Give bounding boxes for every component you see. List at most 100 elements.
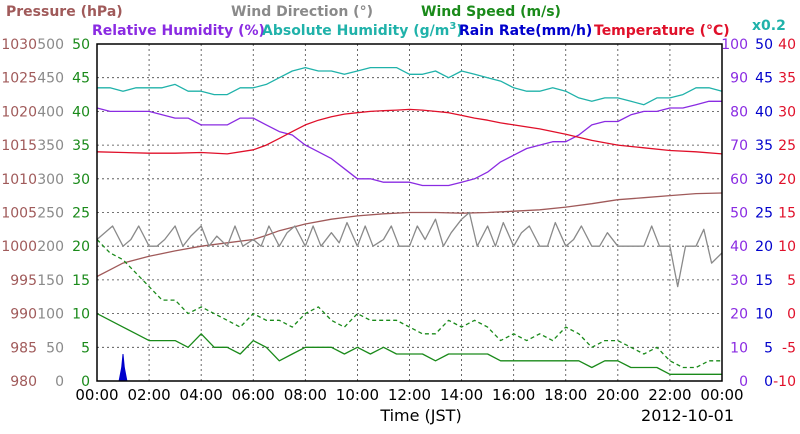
y-tick-pressure: 980: [10, 374, 37, 390]
x-tick: 14:00: [440, 386, 483, 404]
y-tick-temperature: 30: [778, 104, 796, 120]
header-temperature: Temperature (°C): [594, 23, 730, 39]
y-tick-rain-rate: 5: [764, 340, 773, 356]
y-tick-rain-rate: 40: [755, 104, 773, 120]
y-tick-rain-rate: 0: [764, 374, 773, 390]
y-tick-wind-direction: 350: [37, 138, 64, 154]
y-axes: 1030102510201015101010051000995990985980…: [1, 37, 796, 390]
y-tick-rain-rate: 20: [755, 239, 773, 255]
y-tick-wind-direction: 0: [55, 374, 64, 390]
y-tick-relative-humidity: 0: [739, 374, 748, 390]
series-layer: [96, 66, 723, 382]
wind-speed-m-s-mean-series: [96, 313, 722, 375]
x-tick: 02:00: [127, 386, 170, 404]
y-tick-rain-rate: 35: [755, 138, 773, 154]
y-tick-pressure: 1005: [1, 206, 37, 222]
y-tick-wind-speed: 50: [72, 37, 90, 53]
y-tick-temperature: -5: [782, 340, 796, 356]
y-tick-pressure: 1020: [1, 104, 37, 120]
y-tick-wind-speed: 15: [72, 273, 90, 289]
y-tick-relative-humidity: 10: [730, 340, 748, 356]
chart-date: 2012-10-01: [641, 406, 734, 425]
y-tick-temperature: 25: [778, 138, 796, 154]
y-tick-wind-direction: 450: [37, 71, 64, 87]
y-tick-pressure: 995: [10, 273, 37, 289]
plot-frame: [96, 43, 723, 382]
y-tick-wind-direction: 400: [37, 104, 64, 120]
y-tick-rain-rate: 50: [755, 37, 773, 53]
temperature-c-series: [96, 108, 723, 155]
y-tick-relative-humidity: 80: [730, 104, 748, 120]
y-tick-wind-direction: 250: [37, 206, 64, 222]
x-tick: 04:00: [180, 386, 223, 404]
wind-direction-series: [96, 211, 723, 288]
x-tick: 06:00: [232, 386, 275, 404]
y-tick-temperature: 0: [787, 307, 796, 323]
y-tick-pressure: 1000: [1, 239, 37, 255]
y-tick-pressure: 985: [10, 340, 37, 356]
header-wind-direction: Wind Direction (°): [231, 4, 373, 20]
x-tick: 08:00: [284, 386, 327, 404]
y-tick-pressure: 1025: [1, 71, 37, 87]
rain-rate-mm-h-series: [118, 353, 128, 382]
x-tick: 00:00: [75, 386, 118, 404]
y-tick-temperature: 10: [778, 239, 796, 255]
y-tick-wind-speed: 5: [81, 340, 90, 356]
x-tick: 10:00: [336, 386, 379, 404]
x-tick: 16:00: [492, 386, 535, 404]
y-tick-wind-speed: 10: [72, 307, 90, 323]
y-tick-wind-speed: 20: [72, 239, 90, 255]
y-tick-wind-direction: 500: [37, 37, 64, 53]
y-tick-wind-speed: 40: [72, 104, 90, 120]
chart-header: Pressure (hPa) Wind Direction (°) Wind S…: [6, 4, 786, 39]
x-tick: 22:00: [648, 386, 691, 404]
y-tick-temperature: 15: [778, 206, 796, 222]
wind-speed-m-s-max-series: [96, 239, 722, 369]
y-tick-wind-speed: 35: [72, 138, 90, 154]
header-relative-humidity: Relative Humidity (%): [92, 23, 265, 39]
y-tick-pressure: 1010: [1, 172, 37, 188]
y-tick-rain-rate: 10: [755, 307, 773, 323]
y-tick-temperature: 35: [778, 71, 796, 87]
y-tick-rain-rate: 15: [755, 273, 773, 289]
y-tick-wind-direction: 300: [37, 172, 64, 188]
x-axis-label: Time (JST): [379, 406, 461, 425]
x-tick: 00:00: [700, 386, 743, 404]
y-tick-wind-speed: 0: [81, 374, 90, 390]
y-tick-pressure: 1030: [1, 37, 37, 53]
y-tick-relative-humidity: 30: [730, 273, 748, 289]
relative-humidity-series: [96, 100, 722, 187]
header-rain-rate: Rain Rate(mm/h): [459, 23, 592, 39]
pressure-hpa-series: [96, 192, 723, 278]
y-tick-temperature: 40: [778, 37, 796, 53]
y-tick-wind-direction: 200: [37, 239, 64, 255]
y-tick-relative-humidity: 70: [730, 138, 748, 154]
y-tick-relative-humidity: 60: [730, 172, 748, 188]
y-tick-rain-rate: 30: [755, 172, 773, 188]
header-wind-speed: Wind Speed (m/s): [421, 4, 561, 20]
header-absolute-humidity: Absolute Humidity (g/m3): [262, 21, 463, 39]
x-tick: 20:00: [596, 386, 639, 404]
y-tick-temperature: 20: [778, 172, 796, 188]
y-tick-wind-speed: 25: [72, 206, 90, 222]
y-tick-wind-speed: 45: [72, 71, 90, 87]
y-tick-relative-humidity: 100: [721, 37, 748, 53]
y-tick-relative-humidity: 40: [730, 239, 748, 255]
y-tick-temperature: -10: [773, 374, 796, 390]
y-tick-rain-rate: 25: [755, 206, 773, 222]
y-tick-rain-rate: 45: [755, 71, 773, 87]
absolute-humidity-x0-2-series: [97, 66, 723, 106]
y-tick-relative-humidity: 90: [730, 71, 748, 87]
x-tick: 12:00: [388, 386, 431, 404]
x-tick: 18:00: [544, 386, 587, 404]
y-tick-wind-speed: 30: [72, 172, 90, 188]
header-abs-humidity-scale: x0.2: [752, 18, 786, 34]
y-tick-relative-humidity: 20: [730, 307, 748, 323]
y-tick-pressure: 990: [10, 307, 37, 323]
y-tick-pressure: 1015: [1, 138, 37, 154]
x-axis: 00:00 02:00 04:00 06:00 08:00 10:00 12:00 14:00…: [75, 386, 743, 404]
header-pressure: Pressure (hPa): [6, 4, 123, 20]
y-tick-wind-direction: 50: [46, 340, 64, 356]
y-tick-temperature: 5: [787, 273, 796, 289]
